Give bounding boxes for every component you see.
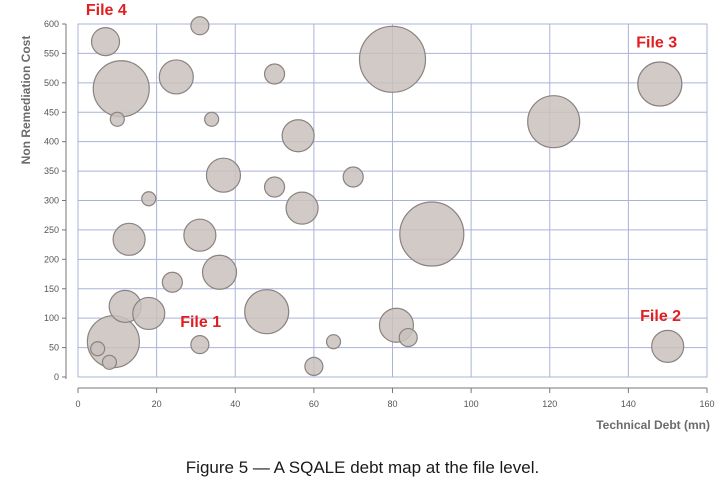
data-bubble xyxy=(90,341,106,357)
data-bubble xyxy=(263,176,286,198)
file-annotation: File 4 xyxy=(86,2,127,19)
data-bubble xyxy=(112,222,146,256)
data-bubble xyxy=(190,16,210,36)
file-annotation: File 2 xyxy=(640,308,681,325)
x-axis-label: Technical Debt (mn) xyxy=(596,418,710,432)
y-axis-label: Non Remediation Cost xyxy=(19,36,33,165)
data-bubble xyxy=(132,296,166,331)
y-tick-label: 500 xyxy=(44,78,59,88)
data-bubble xyxy=(141,191,157,207)
bubbles xyxy=(86,16,685,377)
data-bubble xyxy=(204,111,220,127)
data-bubble xyxy=(325,334,342,350)
y-tick-label: 50 xyxy=(49,343,59,353)
data-bubble xyxy=(342,166,364,188)
data-bubble xyxy=(281,119,315,153)
y-tick-label: 100 xyxy=(44,313,59,323)
data-bubble xyxy=(285,191,319,225)
data-bubble xyxy=(398,327,418,348)
figure-caption: Figure 5 — A SQALE debt map at the file … xyxy=(185,458,540,477)
data-bubble xyxy=(651,329,685,364)
data-bubble xyxy=(109,111,125,127)
axes: 0 20 40 60 80 100 120 140 160 0 50 100 150 200 250 300 3… xyxy=(44,19,715,409)
file-annotation: File 3 xyxy=(636,35,677,52)
data-bubble xyxy=(190,335,210,355)
data-bubble xyxy=(201,254,238,290)
y-tick-label: 0 xyxy=(54,372,59,382)
x-tick-label: 80 xyxy=(387,399,397,409)
data-bubble xyxy=(263,63,286,85)
x-tick-label: 120 xyxy=(542,399,557,409)
x-tick-label: 20 xyxy=(152,399,162,409)
data-bubble xyxy=(244,289,290,335)
data-bubble xyxy=(637,61,683,107)
y-tick-label: 450 xyxy=(44,107,59,117)
x-tick-label: 140 xyxy=(621,399,636,409)
y-tick-label: 550 xyxy=(44,48,59,58)
x-tick-label: 40 xyxy=(230,399,240,409)
x-tick-label: 100 xyxy=(464,399,479,409)
data-bubble xyxy=(90,27,121,57)
x-tick-label: 160 xyxy=(699,399,714,409)
data-bubble xyxy=(358,25,427,93)
data-bubble xyxy=(304,356,324,377)
x-tick-label: 60 xyxy=(309,399,319,409)
x-tick-label: 0 xyxy=(75,399,80,409)
y-tick-label: 200 xyxy=(44,254,59,264)
data-bubble xyxy=(205,157,242,193)
data-bubble xyxy=(527,95,581,149)
data-bubble xyxy=(92,60,150,118)
data-bubble xyxy=(161,271,183,293)
data-bubble xyxy=(183,218,217,252)
y-tick-label: 300 xyxy=(44,196,59,206)
y-tick-label: 250 xyxy=(44,225,59,235)
y-tick-label: 400 xyxy=(44,137,59,147)
y-tick-label: 600 xyxy=(44,19,59,29)
y-tick-label: 350 xyxy=(44,166,59,176)
annotations: File 4 File 3 File 1 File 2 xyxy=(86,2,681,331)
y-tick-label: 150 xyxy=(44,284,59,294)
data-bubble xyxy=(101,354,118,370)
debt-map-chart: 0 20 40 60 80 100 120 140 160 0 50 100 150 200 250 300 3… xyxy=(19,2,715,432)
data-bubble xyxy=(158,59,194,95)
file-annotation: File 1 xyxy=(180,314,221,331)
data-bubble xyxy=(399,201,465,267)
